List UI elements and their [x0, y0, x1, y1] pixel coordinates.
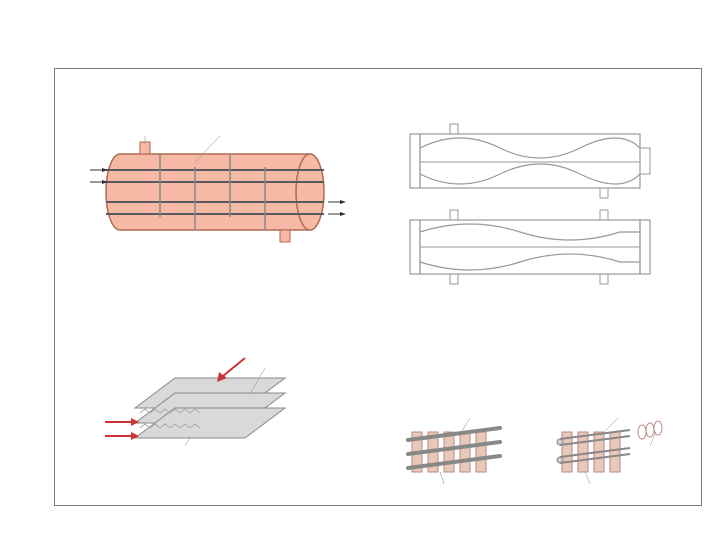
diagram-finned-tubes — [400, 402, 690, 502]
diagram-multi-pass — [400, 120, 680, 290]
diagram-single-pass — [80, 122, 360, 262]
diagram-plate-stack — [95, 348, 335, 458]
